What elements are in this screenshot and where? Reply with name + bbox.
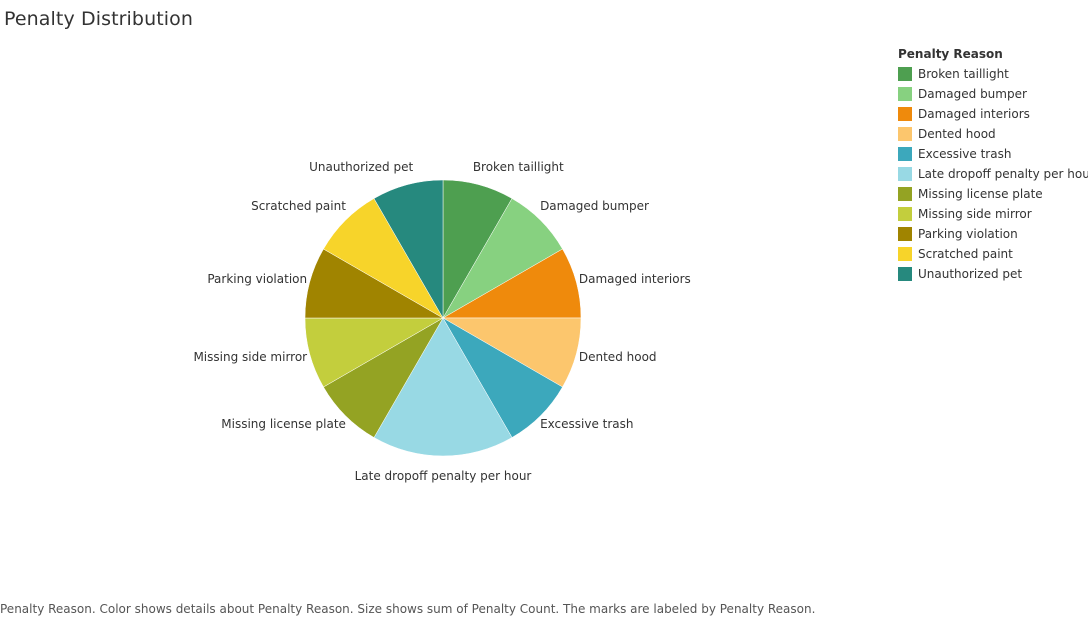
slice-label-late-dropoff-penalty-per-hour: Late dropoff penalty per hour — [355, 469, 532, 483]
legend-swatch — [898, 207, 912, 221]
legend-label: Damaged bumper — [918, 87, 1027, 101]
legend-swatch — [898, 227, 912, 241]
chart-title: Penalty Distribution — [4, 8, 194, 30]
pie-slice-late-dropoff-penalty-per-hour[interactable] — [373, 317, 513, 457]
slice-label-dented-hood: Dented hood — [579, 350, 657, 364]
legend-label: Missing side mirror — [918, 207, 1032, 221]
legend-item-unauthorized-pet[interactable]: Unauthorized pet — [898, 264, 1088, 284]
legend-item-dented-hood[interactable]: Dented hood — [898, 124, 1088, 144]
slice-label-unauthorized-pet: Unauthorized pet — [309, 160, 413, 174]
slice-label-scratched-paint: Scratched paint — [251, 199, 346, 213]
legend-item-late-dropoff-penalty-per-hour[interactable]: Late dropoff penalty per hour — [898, 164, 1088, 184]
legend-items: Broken taillight Damaged bumper Damaged in… — [898, 64, 1088, 284]
legend-item-damaged-interiors[interactable]: Damaged interiors — [898, 104, 1088, 124]
legend-label: Missing license plate — [918, 187, 1043, 201]
legend: Penalty Reason Broken taillight Damaged b… — [898, 46, 1088, 284]
legend-item-parking-violation[interactable]: Parking violation — [898, 224, 1088, 244]
legend-label: Damaged interiors — [918, 107, 1030, 121]
legend-label: Excessive trash — [918, 147, 1012, 161]
legend-label: Dented hood — [918, 127, 996, 141]
slice-label-damaged-bumper: Damaged bumper — [540, 199, 649, 213]
slice-label-broken-taillight: Broken taillight — [473, 160, 564, 174]
legend-item-broken-taillight[interactable]: Broken taillight — [898, 64, 1088, 84]
legend-swatch — [898, 127, 912, 141]
slice-label-excessive-trash: Excessive trash — [540, 417, 633, 431]
legend-item-missing-license-plate[interactable]: Missing license plate — [898, 184, 1088, 204]
legend-swatch — [898, 267, 912, 281]
slice-label-parking-violation: Parking violation — [207, 272, 307, 286]
chart-caption: Penalty Reason. Color shows details abou… — [0, 602, 816, 616]
legend-title: Penalty Reason — [898, 47, 1003, 61]
legend-label: Parking violation — [918, 227, 1018, 241]
legend-label: Broken taillight — [918, 67, 1009, 81]
legend-swatch — [898, 247, 912, 261]
pie-slice-unauthorized-pet[interactable] — [373, 179, 444, 319]
legend-swatch — [898, 67, 912, 81]
slice-label-damaged-interiors: Damaged interiors — [579, 272, 691, 286]
slice-label-missing-side-mirror: Missing side mirror — [193, 350, 307, 364]
legend-swatch — [898, 107, 912, 121]
legend-item-scratched-paint[interactable]: Scratched paint — [898, 244, 1088, 264]
legend-item-excessive-trash[interactable]: Excessive trash — [898, 144, 1088, 164]
legend-label: Unauthorized pet — [918, 267, 1023, 281]
legend-swatch — [898, 87, 912, 101]
legend-label: Scratched paint — [918, 247, 1013, 261]
legend-swatch — [898, 187, 912, 201]
legend-label: Late dropoff penalty per hour — [918, 167, 1088, 181]
legend-swatch — [898, 167, 912, 181]
slice-label-missing-license-plate: Missing license plate — [221, 417, 346, 431]
legend-item-missing-side-mirror[interactable]: Missing side mirror — [898, 204, 1088, 224]
legend-swatch — [898, 147, 912, 161]
legend-item-damaged-bumper[interactable]: Damaged bumper — [898, 84, 1088, 104]
